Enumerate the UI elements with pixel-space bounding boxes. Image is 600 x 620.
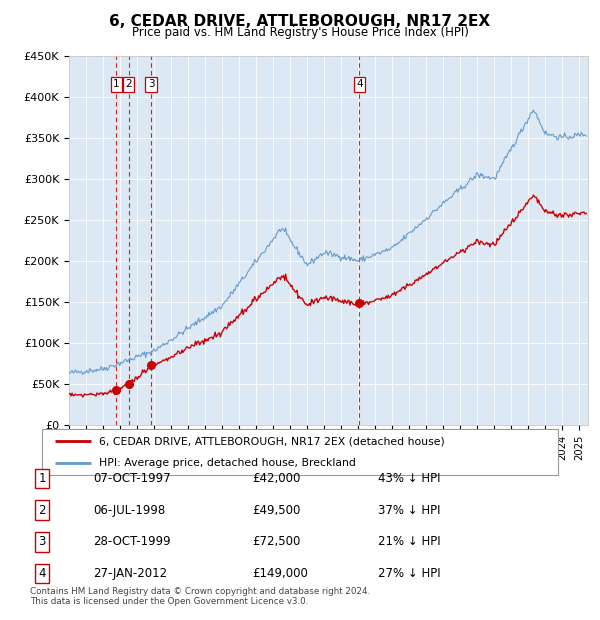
Text: 21% ↓ HPI: 21% ↓ HPI xyxy=(378,536,440,548)
Text: 2: 2 xyxy=(38,504,46,516)
Text: Contains HM Land Registry data © Crown copyright and database right 2024.
This d: Contains HM Land Registry data © Crown c… xyxy=(30,587,370,606)
Text: 27% ↓ HPI: 27% ↓ HPI xyxy=(378,567,440,580)
Text: 3: 3 xyxy=(38,536,46,548)
Text: 4: 4 xyxy=(356,79,363,89)
Text: 6, CEDAR DRIVE, ATTLEBOROUGH, NR17 2EX (detached house): 6, CEDAR DRIVE, ATTLEBOROUGH, NR17 2EX (… xyxy=(99,436,445,446)
Text: 37% ↓ HPI: 37% ↓ HPI xyxy=(378,504,440,516)
Text: 1: 1 xyxy=(38,472,46,485)
Text: 1: 1 xyxy=(113,79,119,89)
Text: 07-OCT-1997: 07-OCT-1997 xyxy=(93,472,170,485)
Text: 6, CEDAR DRIVE, ATTLEBOROUGH, NR17 2EX: 6, CEDAR DRIVE, ATTLEBOROUGH, NR17 2EX xyxy=(109,14,491,29)
Text: £72,500: £72,500 xyxy=(252,536,301,548)
Text: 28-OCT-1999: 28-OCT-1999 xyxy=(93,536,170,548)
Text: £42,000: £42,000 xyxy=(252,472,301,485)
Text: £49,500: £49,500 xyxy=(252,504,301,516)
Text: 2: 2 xyxy=(125,79,132,89)
Text: 3: 3 xyxy=(148,79,154,89)
Text: 27-JAN-2012: 27-JAN-2012 xyxy=(93,567,167,580)
Text: 4: 4 xyxy=(38,567,46,580)
Text: Price paid vs. HM Land Registry's House Price Index (HPI): Price paid vs. HM Land Registry's House … xyxy=(131,26,469,39)
Text: HPI: Average price, detached house, Breckland: HPI: Average price, detached house, Brec… xyxy=(99,458,356,467)
Text: 06-JUL-1998: 06-JUL-1998 xyxy=(93,504,165,516)
Text: £149,000: £149,000 xyxy=(252,567,308,580)
FancyBboxPatch shape xyxy=(42,429,558,475)
Text: 43% ↓ HPI: 43% ↓ HPI xyxy=(378,472,440,485)
